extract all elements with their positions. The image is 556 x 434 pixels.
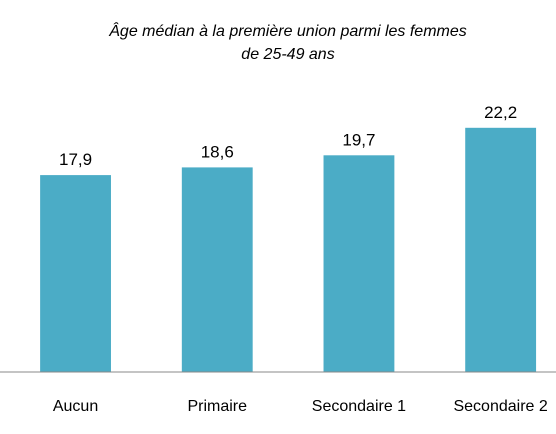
- bar: [323, 155, 395, 372]
- x-tick-label: Secondaire 1: [311, 398, 407, 415]
- value-label: 22,2: [484, 103, 517, 122]
- value-label: 17,9: [59, 150, 92, 169]
- chart-title: Âge médian à la première union parmi les…: [109, 23, 467, 63]
- value-label: 18,6: [201, 142, 234, 161]
- bar: [181, 167, 253, 372]
- bar: [465, 127, 537, 372]
- x-tick-label: Secondaire 2: [453, 398, 548, 415]
- value-label: 19,7: [342, 130, 375, 149]
- bar: [40, 175, 111, 372]
- x-tick-label: Aucun: [52, 398, 99, 415]
- x-tick-label: Primaire: [187, 398, 248, 415]
